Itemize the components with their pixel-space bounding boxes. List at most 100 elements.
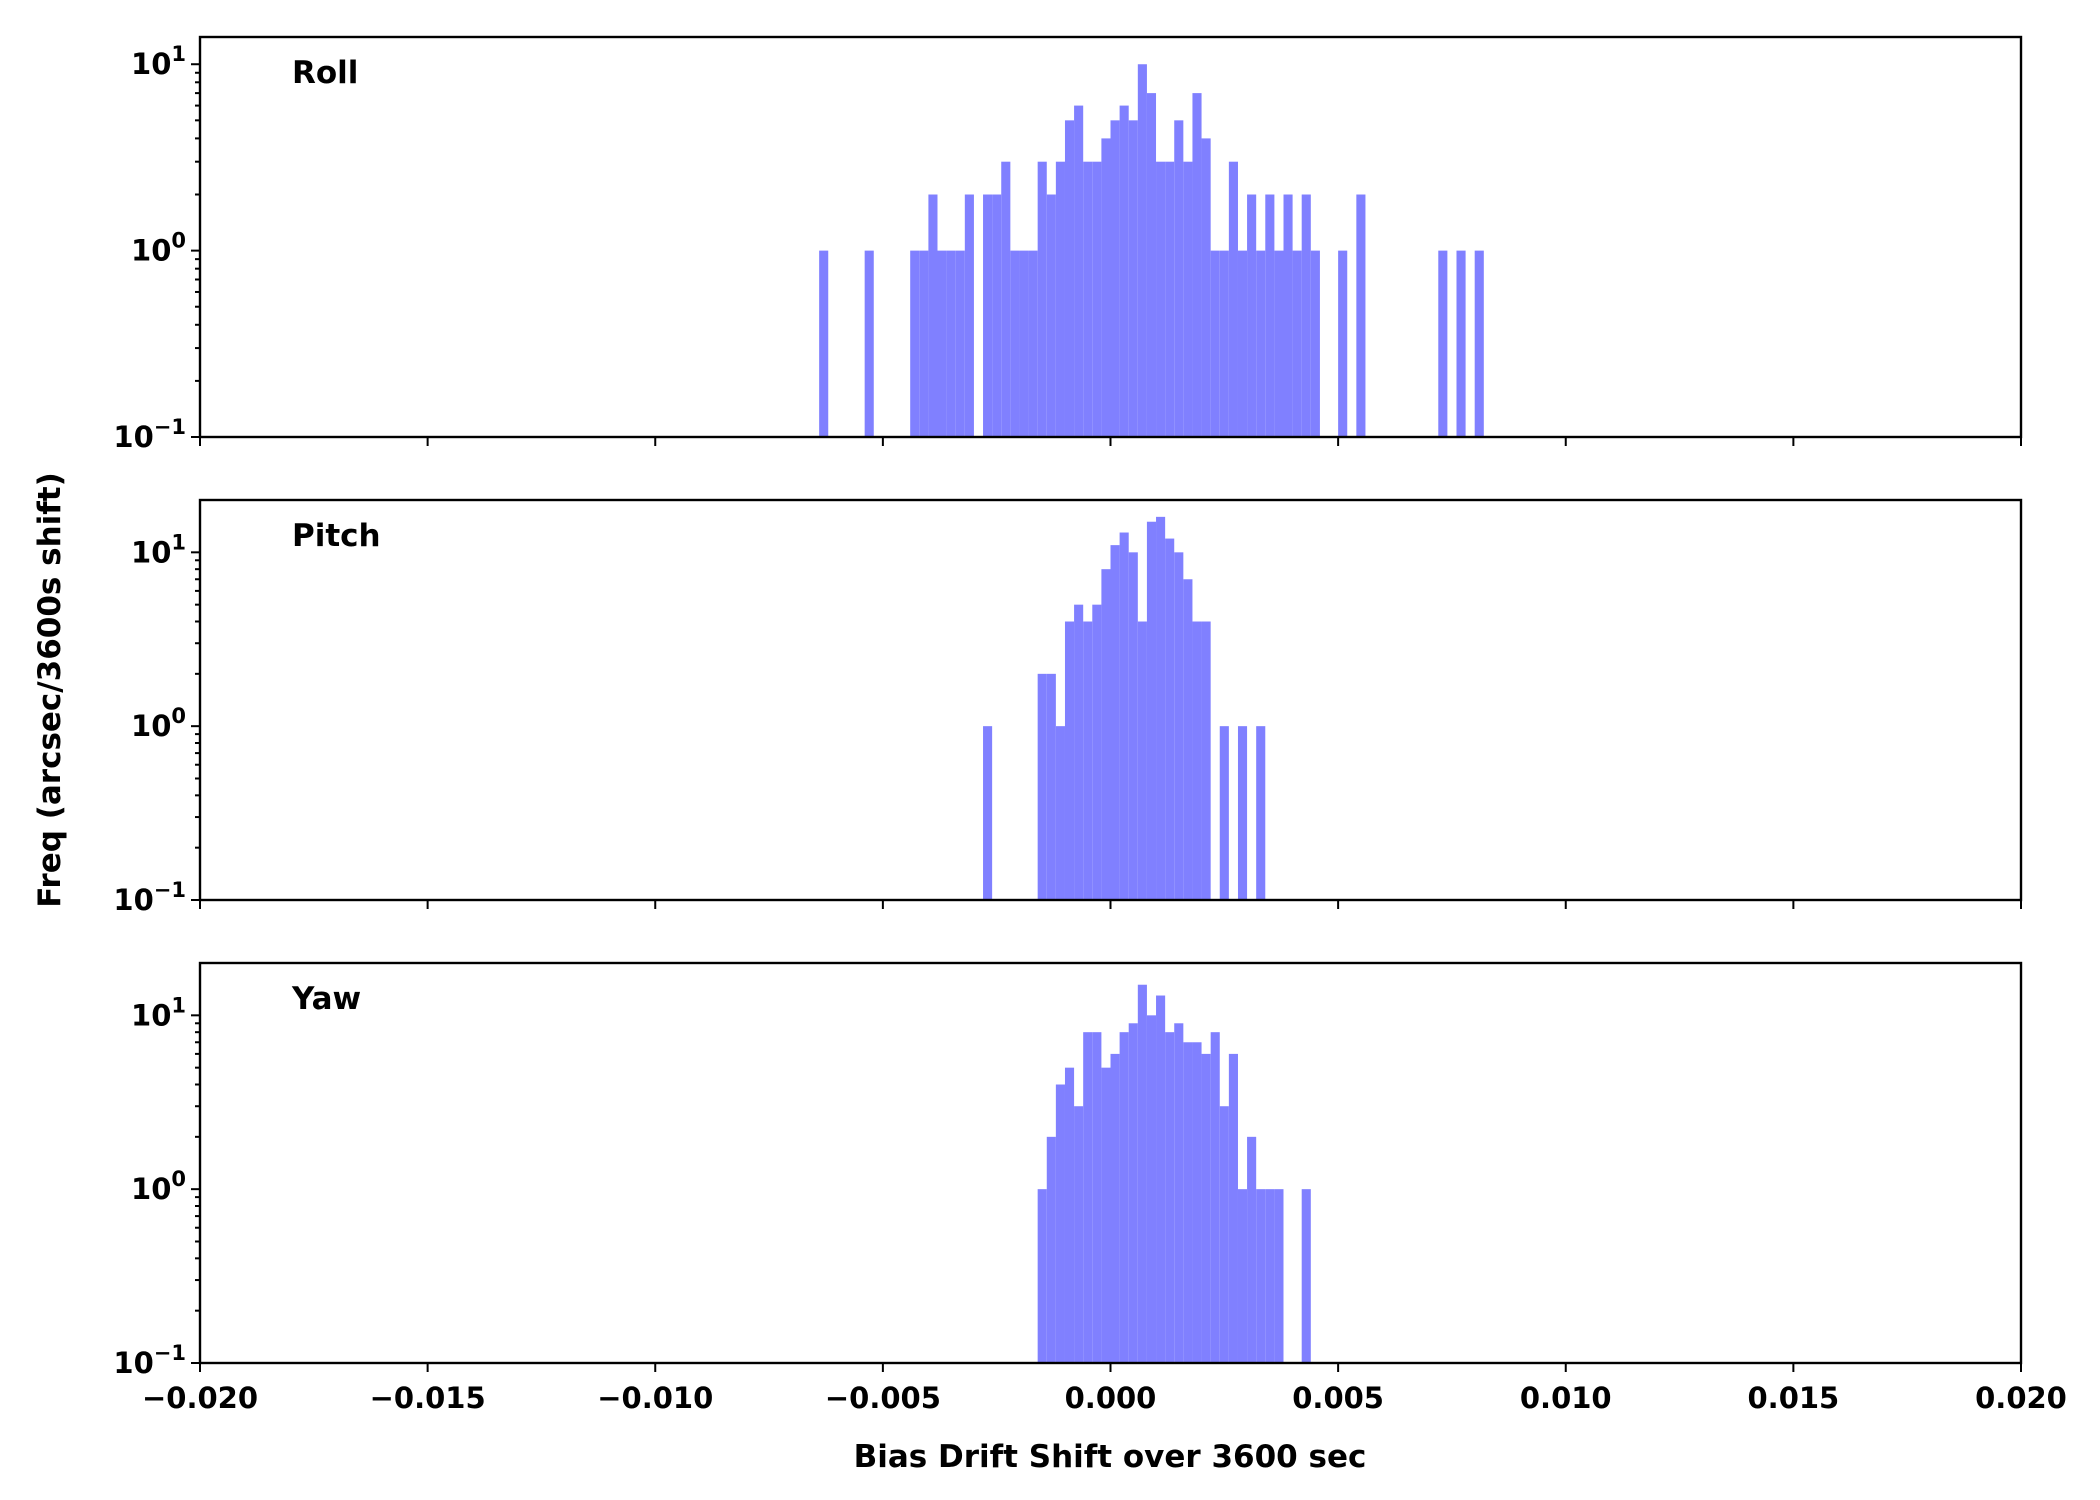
yaw-bar [1237, 1189, 1248, 1363]
roll-bar [1037, 161, 1047, 437]
x-tick-label: 0.020 [1975, 1381, 2067, 1415]
pitch-bar [1092, 604, 1102, 900]
yaw-panel: Yaw 101 100 10−1−0.020 −0.015 −0.010 −0.005 0.… [113, 961, 2067, 1415]
pitch-bar [1201, 621, 1211, 900]
roll-bar [983, 194, 993, 437]
roll-bar [1028, 250, 1038, 437]
pitch-bars [983, 516, 1266, 900]
yaw-bar [1037, 1189, 1047, 1363]
x-tick-label: 0.000 [1065, 1381, 1157, 1415]
pitch-bar [1074, 604, 1084, 900]
yaw-bar [1165, 1032, 1175, 1363]
x-tick-label: 0.010 [1520, 1381, 1612, 1415]
yaw-bar [1219, 1106, 1229, 1363]
pitch-y-tick-label: 10−1 [113, 878, 186, 917]
pitch-panel: Pitch 101 100 10−1 [113, 498, 2023, 917]
x-tick-label: 0.015 [1748, 1381, 1840, 1415]
pitch-bar [1064, 621, 1075, 900]
roll-bar [1310, 250, 1320, 437]
yaw-panel-label: Yaw [291, 981, 361, 1017]
roll-bar [1064, 120, 1075, 437]
pitch-bar [1055, 726, 1065, 900]
pitch-bar [1219, 726, 1229, 900]
pitch-bar [1110, 545, 1120, 900]
roll-bar [819, 250, 829, 437]
yaw-bar [1256, 1189, 1266, 1363]
roll-bar [1456, 250, 1466, 437]
pitch-bar [1146, 521, 1157, 900]
roll-bar [864, 250, 874, 437]
x-tick-label: 0.005 [1292, 1381, 1384, 1415]
yaw-y-tick-label: 10−1 [113, 1341, 186, 1380]
pitch-panel-label: Pitch [292, 518, 381, 554]
yaw-bar [1119, 1032, 1129, 1363]
roll-bar [1228, 161, 1238, 437]
roll-panel: Roll 101 100 10−1 [113, 35, 2023, 454]
yaw-bar [1301, 1189, 1311, 1363]
yaw-bar [1183, 1042, 1193, 1363]
pitch-bar [1237, 726, 1248, 900]
roll-bar [1247, 194, 1257, 437]
yaw-bar [1137, 984, 1147, 1363]
yaw-bar [1192, 1042, 1202, 1363]
roll-bar [1010, 250, 1020, 437]
roll-bar [1256, 250, 1266, 437]
roll-bar [1183, 161, 1193, 437]
pitch-bar [1119, 532, 1129, 900]
roll-bar [1074, 105, 1084, 437]
roll-bar [1174, 120, 1184, 437]
yaw-bar [1274, 1189, 1284, 1363]
x-tick-label: −0.020 [142, 1381, 258, 1415]
pitch-bar [1192, 621, 1202, 900]
pitch-bar [1174, 552, 1184, 900]
yaw-bar [1110, 1053, 1120, 1363]
yaw-bar [1064, 1067, 1075, 1363]
x-tick-label: −0.015 [370, 1381, 486, 1415]
yaw-bar [1210, 1032, 1220, 1363]
roll-bar [1146, 93, 1157, 438]
roll-bar [1156, 161, 1166, 437]
yaw-bar [1092, 1032, 1102, 1363]
roll-bar [955, 250, 965, 437]
roll-bar [937, 250, 947, 437]
pitch-bar [1046, 673, 1056, 900]
yaw-bar [1046, 1136, 1056, 1363]
yaw-bar [1128, 1023, 1138, 1363]
yaw-bar [1156, 995, 1166, 1363]
x-tick-label: −0.005 [825, 1381, 941, 1415]
pitch-bar [983, 726, 993, 900]
pitch-bar [1128, 552, 1138, 900]
roll-bar [964, 194, 974, 437]
roll-bar [1210, 250, 1220, 437]
roll-bar [1001, 161, 1011, 437]
pitch-bar [1156, 516, 1166, 900]
roll-bar [1101, 138, 1111, 437]
roll-bar [1046, 194, 1056, 437]
yaw-bar [1074, 1106, 1084, 1363]
yaw-bar [1055, 1084, 1065, 1363]
roll-bar [1438, 250, 1448, 437]
yaw-bar [1101, 1067, 1111, 1363]
roll-y-tick-label: 101 [131, 42, 186, 81]
yaw-bar [1083, 1032, 1093, 1363]
roll-bar [992, 194, 1002, 437]
roll-bar [1083, 161, 1093, 437]
pitch-bar [1256, 726, 1266, 900]
yaw-bar [1174, 1023, 1184, 1363]
roll-panel-label: Roll [292, 55, 358, 91]
yaw-y-tick-label: 101 [131, 993, 186, 1032]
roll-bar [1237, 250, 1248, 437]
roll-bar [1338, 250, 1348, 437]
pitch-y-tick-label: 100 [131, 704, 186, 743]
roll-bar [1092, 161, 1102, 437]
roll-y-tick-label: 10−1 [113, 415, 186, 454]
roll-bar [1292, 250, 1302, 437]
yaw-bar [1247, 1136, 1257, 1363]
roll-bar [1283, 194, 1293, 437]
roll-bar [1128, 120, 1138, 437]
roll-bar [946, 250, 956, 437]
roll-bar [1201, 138, 1211, 437]
roll-bar [1474, 250, 1484, 437]
y-axis-title: Freq (arcsec/3600s shift) [32, 472, 68, 908]
pitch-bar [1183, 579, 1193, 900]
